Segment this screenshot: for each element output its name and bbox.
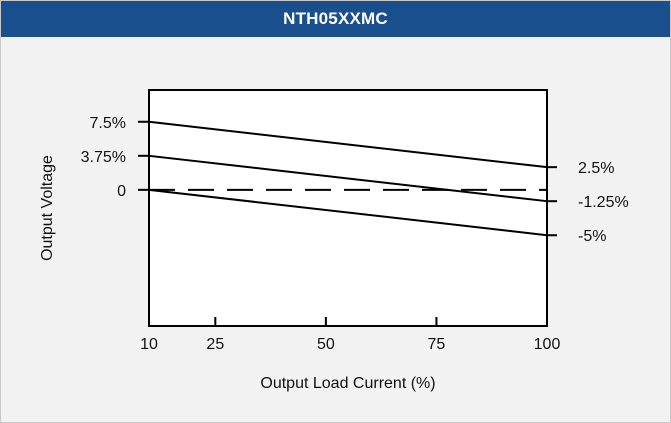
y-tick-label: 0 [117,183,126,200]
y-axis-title: Output Voltage [39,155,56,261]
series-end-label: -5% [578,228,606,245]
x-tick-label: 75 [428,336,446,353]
chart-title: NTH05XXMC [283,9,388,28]
x-tick-label: 100 [534,336,561,353]
series-line-1 [148,120,548,169]
plot-area [148,89,548,327]
y-tick-label: 7.5% [90,115,126,132]
x-tick-label: 25 [206,336,224,353]
chart-header: NTH05XXMC [1,1,670,37]
series-line-2 [148,154,548,203]
series-end-label: 2.5% [578,160,614,177]
x-axis-title: Output Load Current (%) [260,375,435,392]
x-tick-label: 50 [317,336,335,353]
y-tick-label: 3.75% [81,149,126,166]
series-end-label: -1.25% [578,194,629,211]
series-line-3 [148,188,548,237]
x-tick-label: 10 [140,336,158,353]
